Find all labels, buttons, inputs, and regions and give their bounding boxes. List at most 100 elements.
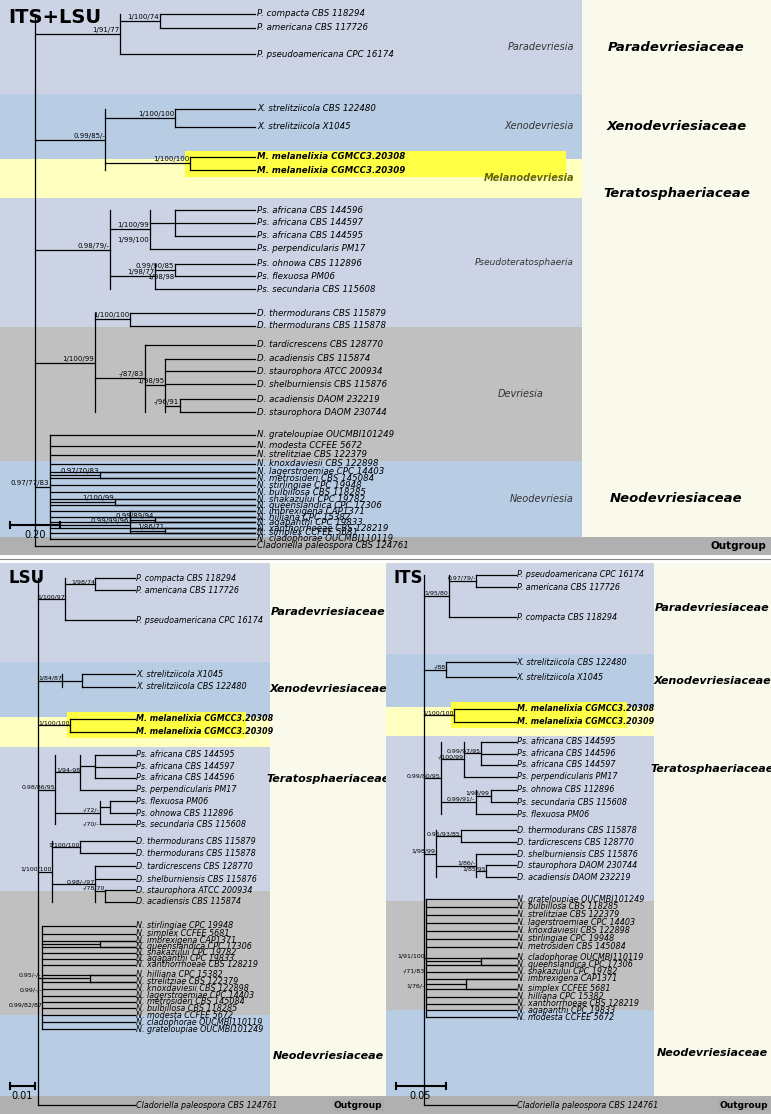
Text: X. strelitziicola X1045: X. strelitziicola X1045 [136,670,224,678]
Text: 0.95/-/-: 0.95/-/- [19,973,41,978]
Text: 1/84/87: 1/84/87 [39,675,62,681]
Text: N. lagerstroemiae CPC 14403: N. lagerstroemiae CPC 14403 [517,918,635,927]
Text: Neodevriesia: Neodevriesia [510,494,574,504]
Text: D. acadiensis CBS 115874: D. acadiensis CBS 115874 [257,354,370,363]
Text: 0.99/91/-: 0.99/91/- [446,797,475,802]
Text: N. hilliana CPC 15382: N. hilliana CPC 15382 [257,512,350,521]
Text: P. americana CBS 117726: P. americana CBS 117726 [257,23,368,32]
Text: N. metrosideri CBS 145084: N. metrosideri CBS 145084 [517,942,625,951]
Text: D. acadiensis DAOM 232219: D. acadiensis DAOM 232219 [517,872,631,881]
Text: Cladoriella paleospora CBS 124761: Cladoriella paleospora CBS 124761 [257,541,409,550]
Text: 0.99/-/-: 0.99/-/- [19,988,42,993]
Text: N. strelitziae CBS 122379: N. strelitziae CBS 122379 [257,450,367,459]
Text: Ps. flexuosa PM06: Ps. flexuosa PM06 [136,797,208,805]
Text: 0.99/97/95: 0.99/97/95 [446,749,480,753]
Text: N. hilliana CPC 15382: N. hilliana CPC 15382 [136,970,223,979]
Text: Xenodevriesiaceae: Xenodevriesiaceae [606,120,746,133]
Bar [67,712,245,736]
Text: -/87/83: -/87/83 [119,371,144,378]
Text: P. compacta CBS 118294: P. compacta CBS 118294 [517,613,617,622]
Text: N. hilliana CPC 15382: N. hilliana CPC 15382 [517,993,604,1001]
Text: Teratosphaeriaceae: Teratosphaeriaceae [266,774,389,784]
Text: P. pseudoamericana CPC 16174: P. pseudoamericana CPC 16174 [136,616,263,625]
Bar [386,654,654,707]
Text: 1/76/-: 1/76/- [406,983,425,988]
Text: Neodevriesiaceae: Neodevriesiaceae [657,1048,768,1058]
Text: N. simplex CCFEE 5681: N. simplex CCFEE 5681 [257,528,358,537]
Text: Ps. perpendicularis PM17: Ps. perpendicularis PM17 [136,785,237,794]
Text: N. stirlingiae CPC 19948: N. stirlingiae CPC 19948 [517,935,614,944]
Bar [0,891,271,1016]
Text: N. modesta CCFEE 5672: N. modesta CCFEE 5672 [136,1012,234,1020]
Text: N. bulbillosa CBS 118285: N. bulbillosa CBS 118285 [136,1004,237,1013]
Text: M. melanelixia CGMCC3.20308: M. melanelixia CGMCC3.20308 [517,704,654,713]
Text: -/71/83: -/71/83 [402,968,425,974]
Text: 1/100/100: 1/100/100 [153,156,189,163]
Text: Devriesia: Devriesia [498,389,544,399]
Text: Ps. ohnowa CBS 112896: Ps. ohnowa CBS 112896 [257,260,362,268]
Text: N. xanthorrhoeae CBS 128219: N. xanthorrhoeae CBS 128219 [136,960,258,969]
Text: D. staurophora DAOM 230744: D. staurophora DAOM 230744 [257,408,387,417]
Text: 0.05: 0.05 [410,1091,431,1101]
Text: 0.99/85/-: 0.99/85/- [73,133,105,138]
Text: P. americana CBS 117726: P. americana CBS 117726 [517,583,620,592]
Text: N. lagerstroemiae CPC 14403: N. lagerstroemiae CPC 14403 [257,467,384,476]
Text: X. strelitziicola CBS 122480: X. strelitziicola CBS 122480 [136,683,247,692]
Text: P. compacta CBS 118294: P. compacta CBS 118294 [136,574,236,583]
Text: N. bulbillosa CBS 118285: N. bulbillosa CBS 118285 [517,902,618,911]
Text: 1/98/99: 1/98/99 [412,849,436,853]
Text: N. modesta CCFEE 5672: N. modesta CCFEE 5672 [517,1013,614,1022]
Text: N. shakazului CPC 19782: N. shakazului CPC 19782 [136,948,237,957]
Bar [0,0,582,94]
Text: N. lagerstroemiae CPC 14403: N. lagerstroemiae CPC 14403 [136,991,254,1000]
Text: 1/98/77: 1/98/77 [126,270,154,275]
Text: N. knoxdaviesii CBS 122898: N. knoxdaviesii CBS 122898 [136,984,249,993]
Text: N. queenslandica CPC 17306: N. queenslandica CPC 17306 [257,500,382,510]
Bar [0,158,582,198]
Bar [0,563,271,662]
Text: D. staurophora ATCC 200934: D. staurophora ATCC 200934 [136,886,253,895]
Bar [386,563,654,654]
Text: D. shelburniensis CBS 115876: D. shelburniensis CBS 115876 [136,874,257,883]
Text: Ps. africana CBS 144595: Ps. africana CBS 144595 [517,737,615,746]
Text: 0.99/82/87: 0.99/82/87 [8,1003,42,1007]
Text: Xenodevriesia: Xenodevriesia [505,121,574,131]
Text: M. melanelixia CGMCC3.20309: M. melanelixia CGMCC3.20309 [517,717,654,726]
Text: Pseudoteratosphaeria: Pseudoteratosphaeria [475,258,574,267]
Text: N. agapanthi CPC 19833: N. agapanthi CPC 19833 [517,1006,615,1015]
Text: 1/91/77: 1/91/77 [92,27,119,33]
Text: D. thermodurans CBS 115878: D. thermodurans CBS 115878 [136,849,256,858]
Text: N. grateloupiae OUCMBI101249: N. grateloupiae OUCMBI101249 [136,1025,264,1034]
Text: N. agapanthi CPC 19833: N. agapanthi CPC 19833 [136,955,234,964]
Text: N. grateloupiae OUCMBI101249: N. grateloupiae OUCMBI101249 [257,430,394,439]
Text: 0.98/79/-: 0.98/79/- [77,243,109,248]
Text: N. knoxdaviesii CBS 122898: N. knoxdaviesii CBS 122898 [517,927,630,936]
Text: 1/98/99: 1/98/99 [466,791,490,797]
Text: -/100/99: -/100/99 [437,754,463,759]
Text: N. stirlingiae CPC 19948: N. stirlingiae CPC 19948 [257,481,362,490]
Text: N. stirlingiae CPC 19948: N. stirlingiae CPC 19948 [136,921,234,930]
Text: X. strelitziicola CBS 122480: X. strelitziicola CBS 122480 [257,105,376,114]
Text: 1/86/-: 1/86/- [457,861,476,866]
Text: M. melanelixia CGMCC3.20309: M. melanelixia CGMCC3.20309 [136,727,274,736]
Text: Teratosphaeriaceae: Teratosphaeriaceae [603,187,750,199]
Text: D. thermodurans CBS 115879: D. thermodurans CBS 115879 [257,309,386,317]
Text: Neodevriesiaceae: Neodevriesiaceae [610,492,742,506]
Text: P. americana CBS 117726: P. americana CBS 117726 [136,586,239,595]
Text: D. staurophora ATCC 200934: D. staurophora ATCC 200934 [257,367,382,377]
Text: Ps. ohnowa CBS 112896: Ps. ohnowa CBS 112896 [517,785,614,794]
Text: 1/100/99: 1/100/99 [117,223,149,228]
Bar [185,150,565,176]
Text: P. pseudoamericana CPC 16174: P. pseudoamericana CPC 16174 [257,50,394,59]
Text: 1/100/100: 1/100/100 [138,111,174,117]
Text: D. shelburniensis CBS 115876: D. shelburniensis CBS 115876 [517,850,638,859]
Text: 1/98/74: 1/98/74 [71,579,95,585]
Text: 1/100/99: 1/100/99 [82,496,114,501]
Bar [0,198,582,326]
Text: N. metrosideri CBS 145084: N. metrosideri CBS 145084 [136,997,245,1006]
Text: D. tardicrescens CBS 128770: D. tardicrescens CBS 128770 [136,861,253,871]
Text: 1/95/80: 1/95/80 [425,590,449,596]
Text: N. imbrexigena CAP1371: N. imbrexigena CAP1371 [257,507,365,516]
Text: N. shakazului CPC 19782: N. shakazului CPC 19782 [257,495,365,504]
Text: N. knoxdaviesii CBS 122898: N. knoxdaviesii CBS 122898 [257,459,379,468]
